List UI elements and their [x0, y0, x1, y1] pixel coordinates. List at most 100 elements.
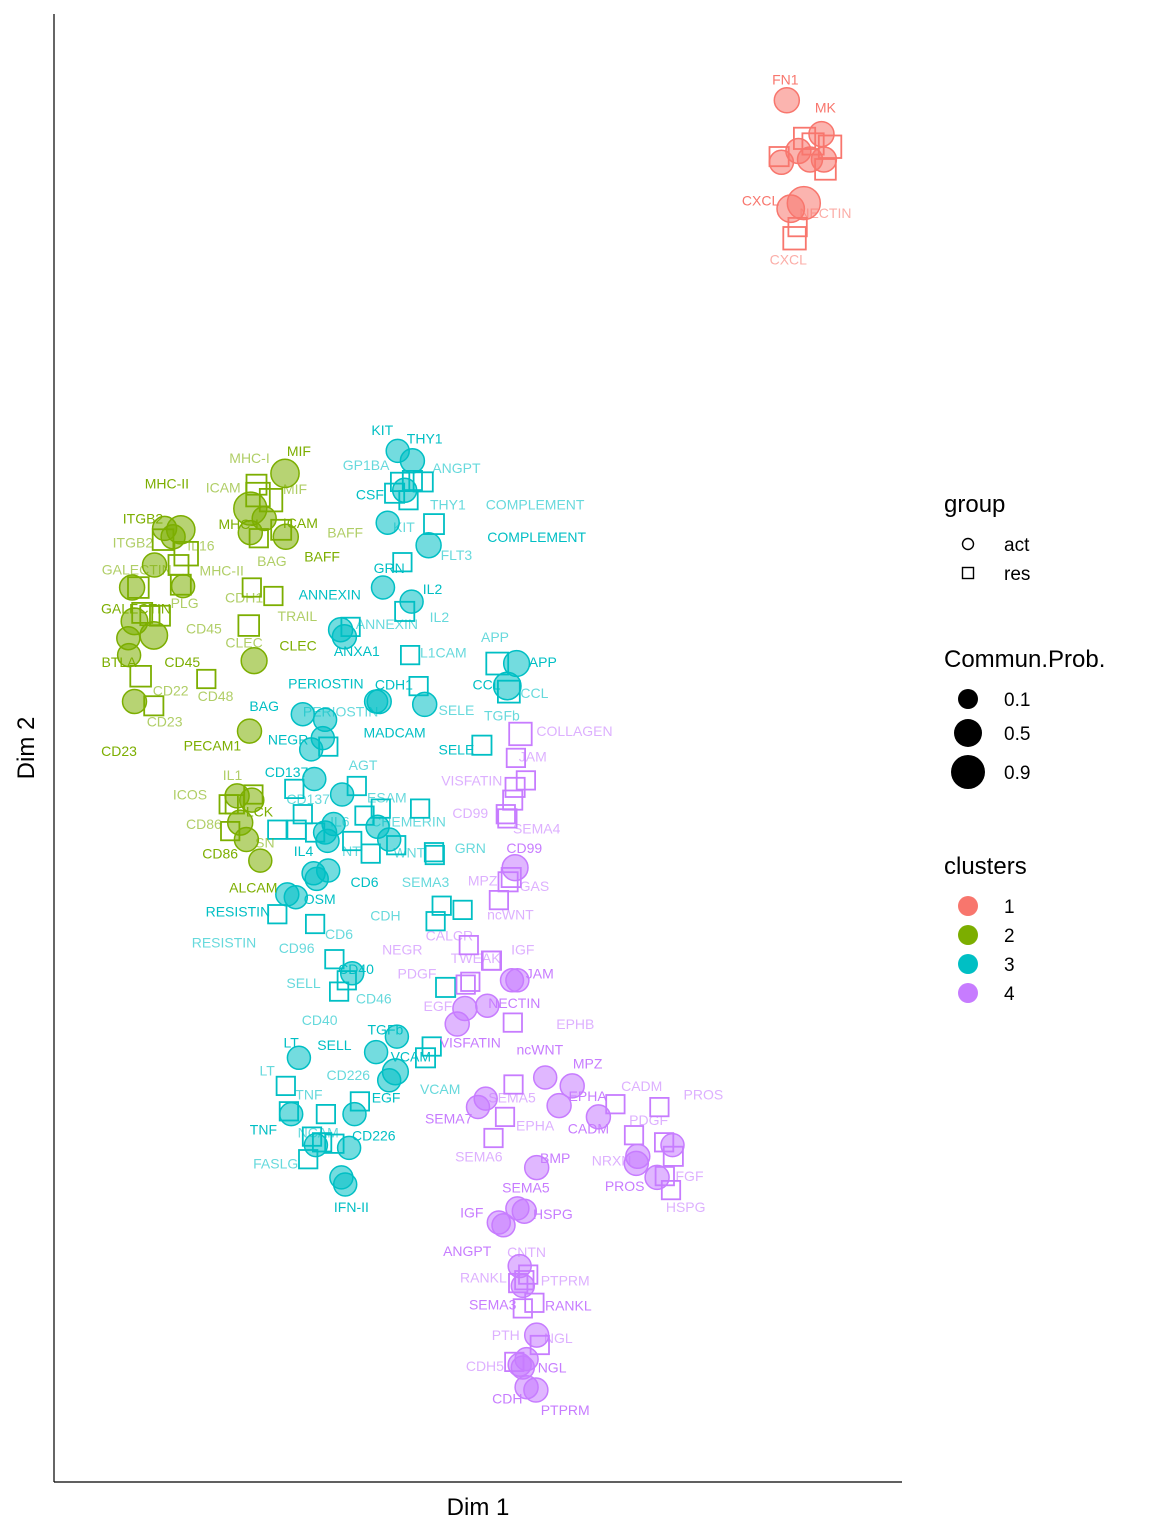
point-act-cluster3-88 [304, 866, 329, 892]
point-res-cluster4-186 [497, 808, 518, 829]
label-sema5-129: SEMA5 [488, 1089, 536, 1105]
label-cd99-110: CD99 [452, 805, 488, 821]
point-res-cluster1-13 [801, 132, 825, 156]
label-mpz-113: MPZ [468, 873, 498, 889]
label-epha-130: EPHA [569, 1088, 608, 1104]
label-madcam-68: MADCAM [363, 725, 425, 741]
legend-cluster-2-label: 2 [1004, 926, 1015, 947]
point-act-cluster2-23 [141, 552, 168, 578]
point-res-cluster4-205 [662, 1145, 684, 1167]
label-resistin-87: RESISTIN [192, 934, 257, 950]
point-res-cluster4-188 [500, 867, 522, 889]
label-sell-90: SELL [286, 975, 320, 991]
label-cd86-39: CD86 [202, 846, 238, 862]
point-res-cluster3-141 [421, 1036, 442, 1057]
label-cxcl-2: CXCL [742, 192, 780, 208]
point-res-cluster3-121 [370, 798, 391, 819]
point-res-cluster3-123 [354, 805, 375, 826]
label-sema5-141: SEMA5 [502, 1179, 550, 1195]
label-cd23-31: CD23 [147, 713, 183, 729]
legend-prob-0.5-label: 0.5 [1004, 724, 1030, 745]
label-resistin-84: RESISTIN [206, 903, 271, 919]
point-res-cluster3-112 [399, 645, 421, 666]
label-kit-48: KIT [393, 519, 415, 535]
label-ncam-103: NCAM [298, 1125, 339, 1141]
legend-cluster-3-label: 3 [1004, 955, 1015, 976]
label-angpt-44: ANGPT [432, 460, 481, 476]
label-epha-133: EPHA [516, 1118, 555, 1134]
point-act-cluster1-6 [768, 149, 795, 176]
label-sele-70: SELE [438, 742, 474, 758]
point-act-cluster4-157 [532, 1065, 558, 1090]
label-btla-27: BTLA [101, 654, 137, 670]
label-cd137-72: CD137 [265, 764, 309, 780]
label-cd6-81: CD6 [350, 874, 378, 890]
label-thy1-42: THY1 [407, 430, 443, 446]
label-visfatin-125: VISFATIN [440, 1034, 501, 1050]
legend-group-res-symbol [961, 566, 975, 580]
label-icam-8: ICAM [206, 480, 241, 496]
label-clec-26: CLEC [279, 637, 316, 653]
label-rankl-147: RANKL [460, 1270, 507, 1286]
legend-prob-0.1-symbol [958, 689, 978, 709]
label-il2-54: IL2 [430, 609, 450, 625]
point-res-cluster3-138 [336, 970, 357, 991]
label-ncwnt-126: ncWNT [516, 1041, 563, 1057]
point-res-cluster2-56 [143, 695, 165, 717]
legend-prob-title: Commun.Prob. [944, 646, 1105, 673]
label-negr-69: NEGR [268, 732, 308, 748]
point-res-cluster2-49 [127, 576, 150, 599]
label-il16-15: IL16 [187, 537, 214, 553]
point-act-cluster3-95 [376, 1068, 402, 1093]
point-act-cluster4-171 [491, 1213, 516, 1238]
label-fgf-139: FGF [676, 1168, 704, 1184]
point-res-cluster4-190 [458, 935, 479, 956]
point-res-cluster4-182 [515, 770, 537, 791]
label-ngl-152: NGL [544, 1330, 573, 1346]
point-res-cluster3-104 [412, 471, 434, 493]
point-res-cluster2-60 [220, 821, 241, 842]
label-bag-16: BAG [257, 553, 287, 569]
label-kit-41: KIT [371, 422, 393, 438]
point-res-cluster2-59 [243, 784, 264, 805]
label-cdh-155: CDH [492, 1391, 522, 1407]
label-annexin-55: ANNEXIN [356, 616, 418, 632]
label-wnt-78: WNT [393, 844, 425, 860]
point-act-cluster4-169 [511, 1198, 538, 1224]
label-lt-94: LT [284, 1034, 300, 1050]
point-act-cluster3-85 [376, 827, 402, 852]
label-mif-5: MIF [287, 443, 311, 459]
point-res-cluster3-106 [384, 482, 406, 504]
label-cdh5-153: CDH5 [466, 1358, 504, 1374]
label-jam-108: JAM [519, 749, 547, 765]
label-ptprm-148: PTPRM [541, 1272, 590, 1288]
point-res-cluster3-122 [409, 798, 431, 819]
point-res-cluster4-211 [529, 1334, 550, 1356]
legend-group-act-symbol [961, 537, 975, 551]
label-icam-12: ICAM [283, 515, 318, 531]
label-grn-51: GRN [374, 560, 405, 576]
point-act-cluster3-78 [298, 737, 324, 762]
point-res-cluster4-198 [649, 1097, 670, 1118]
point-res-cluster3-128 [386, 835, 407, 856]
label-igf-119: IGF [511, 942, 534, 958]
point-act-cluster2-37 [248, 848, 273, 873]
label-ifn-ii-106: IFN-II [334, 1199, 369, 1215]
label-pros-140: PROS [605, 1178, 645, 1194]
point-act-cluster4-158 [559, 1073, 585, 1099]
label-csf-45: CSF [356, 487, 384, 503]
label-ncwnt-115: ncWNT [487, 906, 534, 922]
point-act-cluster1-0 [773, 87, 801, 114]
label-baff-17: BAFF [304, 549, 340, 565]
label-osm-83: OSM [304, 891, 336, 907]
point-res-cluster4-180 [508, 721, 533, 747]
label-visfatin-109: VISFATIN [441, 773, 502, 789]
point-act-cluster3-74 [411, 691, 438, 718]
point-res-cluster2-51 [131, 602, 154, 624]
label-sema6-136: SEMA6 [455, 1148, 503, 1164]
label-cd226-98: CD226 [327, 1067, 371, 1083]
point-labels: FN1MKCXCLNECTINCXCLMIFMHC-IMIFICAMMHC-II… [101, 71, 851, 1418]
point-act-cluster3-92 [384, 1024, 410, 1049]
point-res-cluster3-131 [423, 842, 445, 863]
point-res-cluster4-193 [455, 974, 476, 995]
